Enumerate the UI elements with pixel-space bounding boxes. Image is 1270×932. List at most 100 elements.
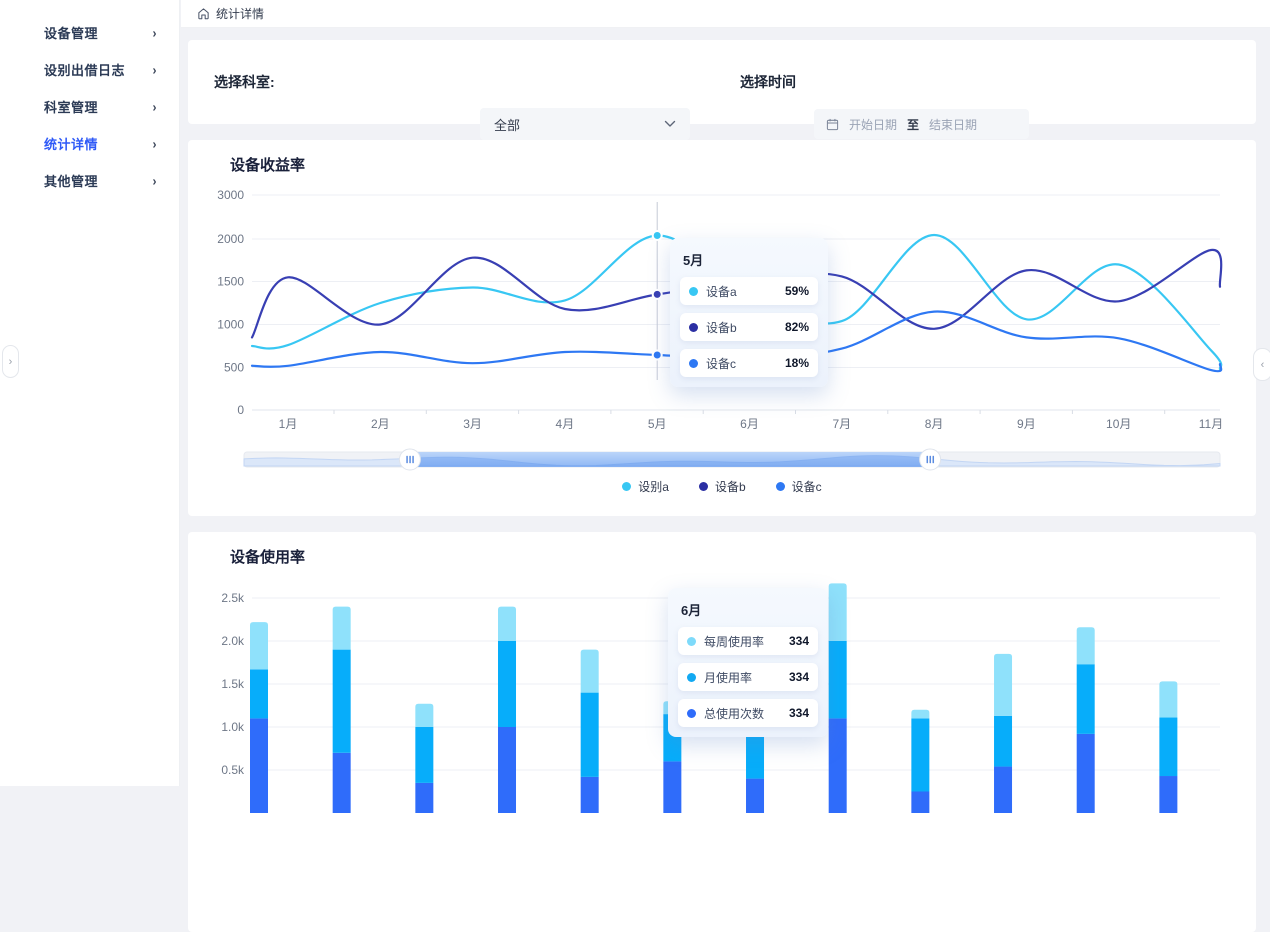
stacked-bar-0[interactable] (250, 622, 268, 813)
tooltip-series-label: 每周使用率 (704, 634, 765, 649)
bar-segment-monthly[interactable] (250, 669, 268, 719)
start-date-input[interactable]: 开始日期 (849, 117, 898, 132)
sidebar-item-2[interactable]: 科室管理 › (0, 88, 179, 125)
panel-collapse-button[interactable]: ‹ (1253, 348, 1270, 381)
bar-segment-monthly[interactable] (415, 727, 434, 783)
legend-dot-icon (698, 482, 708, 491)
bar-segment-monthly[interactable] (1159, 717, 1178, 777)
bar-segment-monthly[interactable] (332, 649, 351, 753)
bar-segment-monthly[interactable] (580, 692, 599, 777)
bar-segment-weekly[interactable] (994, 653, 1013, 716)
bar-segment-total[interactable] (746, 778, 765, 813)
bar-segment-weekly[interactable] (332, 606, 351, 650)
bar-segment-weekly[interactable] (1159, 681, 1178, 718)
datazoom-handle-left[interactable] (398, 448, 421, 471)
datazoom-selection[interactable] (409, 452, 931, 467)
bar-segment-total[interactable] (663, 761, 682, 813)
bar-segment-total[interactable] (828, 718, 847, 813)
tooltip-series-label: 设备c (706, 356, 737, 371)
filter-panel: 选择科室: 全部 选择时间 开始日期 至 结束日期 (188, 40, 1256, 140)
revenue-rate-chart-card: 设备收益率 0 500 1000 1500 2000 3000 1月 2月 3月 4月 5月 6月 7月… (188, 140, 1256, 516)
tooltip-row: 设备c 18% (680, 349, 818, 377)
tooltip-series-value: 334 (788, 670, 809, 684)
date-range-picker[interactable]: 开始日期 至 结束日期 (814, 109, 1029, 139)
tooltip-row: 总使用次数 334 (678, 699, 818, 727)
tooltip-series-value: 82% (784, 320, 809, 334)
sidebar-item-3[interactable]: 统计详情 › (0, 125, 179, 162)
bar-segment-total[interactable] (250, 718, 268, 813)
bar-segment-weekly[interactable] (498, 606, 517, 641)
legend-label: 设别a (638, 480, 669, 494)
series-dot-icon (687, 672, 696, 682)
tooltip-series-value: 18% (784, 356, 809, 370)
bar-segment-total[interactable] (580, 776, 599, 813)
bar-segment-monthly[interactable] (828, 641, 847, 719)
series-dot-icon (687, 708, 696, 718)
legend-item-1[interactable]: 设备b (698, 478, 746, 495)
stacked-bar-4[interactable] (580, 649, 599, 813)
bar-segment-monthly[interactable] (1076, 664, 1095, 734)
breadcrumb[interactable]: 统计详情 (216, 7, 265, 21)
bar-segment-weekly[interactable] (415, 703, 434, 727)
bar-segment-monthly[interactable] (498, 641, 517, 727)
sidebar-expand-button[interactable]: › (2, 345, 19, 378)
bar-segment-total[interactable] (332, 752, 351, 813)
stacked-bar-11[interactable] (1159, 681, 1178, 813)
series-dot-icon (687, 636, 696, 646)
stacked-bar-8[interactable] (911, 709, 930, 814)
stacked-bar-7[interactable] (828, 583, 847, 813)
end-date-input[interactable]: 结束日期 (929, 117, 978, 132)
tooltip-month: 5月 (683, 253, 704, 268)
y-axis-label: 1.5k (221, 677, 245, 691)
line-chart-legend: 设别a 设备b 设备c (188, 478, 1256, 495)
datazoom-wave-selected (409, 455, 931, 467)
usage-chart-title: 设备使用率 (230, 549, 306, 566)
x-axis-label: 7月 (832, 417, 851, 431)
x-axis-label: 9月 (1017, 417, 1036, 431)
sidebar-item-label: 设备管理 (44, 26, 99, 41)
stacked-bar-2[interactable] (415, 703, 434, 813)
stacked-bar-1[interactable] (332, 606, 351, 813)
bar-segment-total[interactable] (415, 782, 434, 813)
revenue-line-chart[interactable]: 0 500 1000 1500 2000 3000 1月 2月 3月 4月 5月 6月 7月 8月 9月 10… (188, 140, 1256, 516)
department-select[interactable]: 全部 (480, 108, 690, 140)
y-axis-label: 500 (224, 361, 244, 375)
bar-segment-weekly[interactable] (911, 709, 930, 719)
sidebar-item-4[interactable]: 其他管理 › (0, 162, 179, 199)
datazoom-handle-right[interactable] (919, 448, 942, 471)
sidebar-item-label: 科室管理 (44, 100, 99, 115)
bar-segment-monthly[interactable] (911, 718, 930, 792)
chevron-down-icon (664, 120, 676, 128)
bar-segment-weekly[interactable] (1076, 627, 1095, 665)
sidebar-item-1[interactable]: 设别出借日志 › (0, 51, 179, 88)
bar-segment-total[interactable] (994, 766, 1013, 813)
stacked-bar-10[interactable] (1076, 627, 1095, 813)
bar-segment-weekly[interactable] (828, 583, 847, 641)
chevron-right-icon: › (152, 98, 157, 115)
hover-point-2 (651, 349, 663, 361)
bar-segment-weekly[interactable] (250, 622, 268, 670)
sidebar: 设备管理 › 设别出借日志 › 科室管理 › 统计详情 › 其他管理 › (0, 0, 180, 786)
bar-segment-monthly[interactable] (994, 715, 1013, 767)
tooltip-series-label: 总使用次数 (704, 706, 765, 721)
sidebar-item-0[interactable]: 设备管理 › (0, 14, 179, 51)
calendar-icon (826, 118, 839, 131)
legend-dot-icon (622, 482, 632, 491)
legend-item-0[interactable]: 设别a (622, 478, 669, 495)
bar-segment-monthly[interactable] (746, 725, 765, 779)
bar-segment-total[interactable] (498, 727, 517, 813)
stacked-bar-3[interactable] (498, 606, 517, 813)
legend-item-2[interactable]: 设备c (775, 478, 822, 495)
tooltip-series-label: 月使用率 (704, 670, 753, 685)
bar-segment-weekly[interactable] (580, 649, 599, 693)
x-axis-label: 6月 (740, 417, 759, 431)
stacked-bar-9[interactable] (994, 653, 1013, 813)
department-select-value: 全部 (494, 117, 521, 133)
chevron-right-icon: › (152, 61, 157, 78)
tooltip-row: 每周使用率 334 (678, 627, 818, 655)
bar-segment-total[interactable] (911, 791, 930, 814)
bar-segment-total[interactable] (1076, 733, 1095, 813)
y-axis-label: 1000 (217, 318, 244, 332)
bar-segment-total[interactable] (1159, 776, 1178, 813)
tooltip-series-label: 设备b (706, 320, 737, 335)
